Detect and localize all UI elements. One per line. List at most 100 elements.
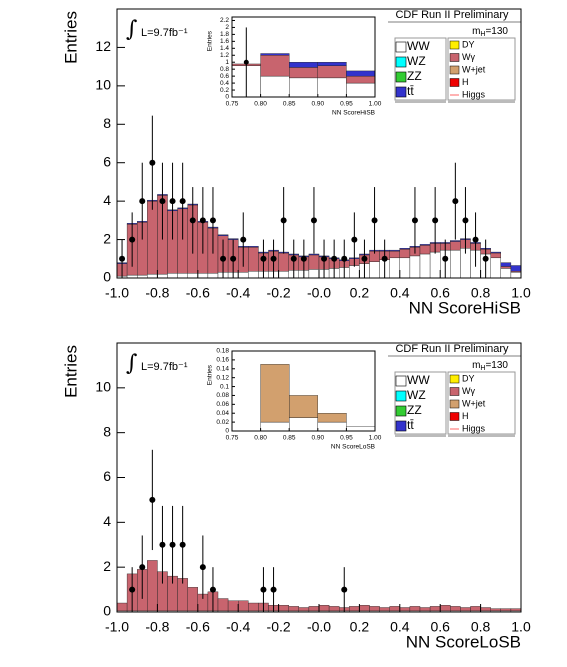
legend-label: Higgs [462,423,486,433]
x-tick-label: 0.80 [254,101,267,108]
stack-segment [429,606,441,612]
stack-segment [187,587,198,612]
data-point [199,564,206,571]
stack-segment [248,246,259,248]
stack-segment [289,67,319,79]
x-tick-label: -0.8 [145,619,169,635]
x-axis-title: NN ScoreHiSB [409,298,521,317]
x-tick-label: -0.2 [267,285,291,301]
stack-segment [359,605,370,612]
stack-segment [260,55,290,77]
data-point [442,255,449,262]
stack-segment [308,269,320,279]
stack-segment [450,606,461,612]
legend-label: W+jet [462,64,486,74]
legend-swatch [395,56,407,68]
y-tick-label: 0 [103,603,111,619]
x-tick-label: 0.85 [283,101,296,108]
x-tick-label: 0.85 [283,435,296,442]
legend-shadow [448,100,515,103]
y-tick-label: 0 [103,269,111,285]
data-point [129,586,136,593]
x-tick-label: 0.8 [471,619,491,635]
y-tick-label: 1.6 [220,38,229,45]
legend-label: ZZ [407,69,422,83]
data-point [381,255,388,262]
stack-segment [298,607,310,612]
legend-swatch [395,420,407,432]
stack-segment [346,426,376,432]
y-tick-label: 0.04 [216,410,229,417]
x-tick-label: -0.0 [307,619,331,635]
stack-segment [419,245,431,255]
x-axis-title: NN ScoreLoSB [331,444,375,451]
y-tick-label: 0 [225,428,229,435]
data-point [240,236,247,243]
legend-swatch [395,405,407,417]
y-tick-label: 0.16 [216,357,229,364]
stack-segment [308,254,320,270]
y-tick-label: 6 [103,468,111,484]
x-tick-label: 1.0 [511,619,531,635]
data-point [300,255,307,262]
y-tick-label: 4 [103,513,111,529]
stack-segment [470,606,481,612]
stack-segment [157,273,168,279]
stack-segment [237,272,249,279]
stack-segment [450,249,461,279]
stack-segment [289,62,319,68]
stack-segment [288,606,300,612]
stack-segment [409,255,421,279]
mass-symbol: m [472,360,480,371]
data-point [169,198,176,205]
experiment-label: CDF Run II Preliminary [395,9,509,21]
mass-subscript: H [480,31,485,38]
stack-segment [490,251,502,254]
stack-segment [346,75,376,84]
legend-label: H [462,411,469,421]
legend-swatch [395,86,407,98]
stack-segment [399,248,411,259]
stack-segment [399,257,411,279]
stack-segment [419,244,431,246]
x-tick-label: 1.00 [369,435,382,442]
y-tick-label: 2.2 [220,17,229,24]
legend-shadow [448,434,515,437]
stack-segment [500,266,512,269]
y-tick-label: 0.12 [216,374,229,381]
data-point [432,217,439,224]
luminosity: L=9.7fb⁻¹ [141,361,188,373]
data-point [341,255,348,262]
x-axis-title: NN ScoreLoSB [406,632,521,651]
x-tick-label: 0.95 [340,101,353,108]
stack-segment [289,417,319,432]
stack-segment [260,75,290,98]
data-point [452,198,459,205]
stack-segment [116,602,128,612]
stack-segment [147,273,158,279]
data-point [482,255,489,262]
data-point [209,586,216,593]
legend-swatch [449,40,460,50]
data-point [260,255,267,262]
stack-segment [500,262,512,267]
stack-segment [317,65,347,79]
y-axis-title: Entries [207,364,214,385]
stack-segment [490,257,502,279]
legend-swatch [449,374,460,384]
stack-segment [346,70,376,77]
x-tick-label: -0.4 [226,285,250,301]
stack-segment [389,250,401,259]
stack-segment [450,241,461,251]
experiment-label: CDF Run II Preliminary [395,343,509,355]
data-point [371,217,378,224]
stack-segment [317,413,347,423]
legend-label: Wγ [462,386,475,396]
y-tick-label: 12 [95,38,111,54]
stack-segment [510,272,522,279]
legend-swatch [449,387,460,396]
legend-label: W+jet [462,398,486,408]
data-point [270,586,277,593]
stack-segment [177,272,188,279]
y-tick-label: 0.08 [216,392,229,399]
